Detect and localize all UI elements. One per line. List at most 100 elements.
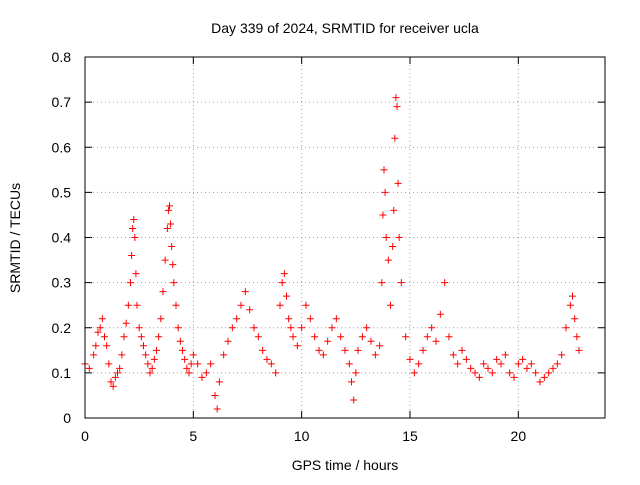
data-point	[135, 324, 143, 332]
y-tick-label: 0.6	[52, 139, 72, 155]
data-points	[81, 94, 583, 413]
data-point	[163, 224, 171, 232]
data-point	[157, 315, 165, 323]
data-point	[116, 364, 124, 372]
data-point	[345, 360, 353, 368]
data-point	[150, 355, 158, 363]
data-point	[280, 270, 288, 278]
data-point	[562, 324, 570, 332]
data-point	[436, 310, 444, 318]
data-point	[397, 279, 405, 287]
data-point	[315, 346, 323, 354]
data-point	[419, 346, 427, 354]
data-point	[259, 346, 267, 354]
data-point	[324, 337, 332, 345]
data-point	[549, 364, 557, 372]
data-point	[169, 261, 177, 269]
y-tick-label: 0.5	[52, 184, 72, 200]
data-point	[96, 324, 104, 332]
data-point	[306, 315, 314, 323]
data-point	[130, 215, 138, 223]
data-point	[241, 288, 249, 296]
data-point	[395, 234, 403, 241]
y-tick-label: 0.1	[52, 365, 72, 381]
data-point	[575, 346, 583, 354]
data-point	[140, 342, 147, 350]
data-point	[367, 337, 375, 345]
data-point	[389, 243, 397, 251]
data-point	[181, 355, 189, 363]
data-point	[393, 103, 401, 111]
data-point	[164, 206, 172, 214]
data-point	[376, 342, 384, 350]
y-tick-label: 0	[63, 410, 71, 426]
data-point	[382, 234, 390, 241]
data-point	[519, 355, 527, 363]
data-point	[122, 319, 130, 327]
data-point	[166, 202, 173, 210]
data-point	[467, 364, 475, 372]
chart-title: Day 339 of 2024, SRMTID for receiver ucl…	[211, 20, 479, 36]
data-point	[183, 364, 191, 372]
data-point	[406, 355, 414, 363]
data-point	[432, 337, 440, 345]
data-point	[224, 337, 232, 345]
data-point	[449, 351, 457, 359]
data-point	[272, 369, 280, 377]
data-point	[107, 378, 115, 386]
data-point	[475, 373, 483, 381]
data-point	[379, 211, 387, 219]
axis-ticks: 0 0.1 0.2 0.3 0.4 0.5 0.6 0.7 0.8 0 5 10 15 20	[52, 49, 605, 444]
data-point	[540, 373, 548, 381]
data-point	[131, 234, 139, 241]
data-point	[194, 360, 202, 368]
data-point	[371, 351, 379, 359]
data-point	[458, 346, 466, 354]
data-point	[114, 369, 121, 377]
data-point	[246, 306, 254, 314]
data-point	[571, 315, 579, 323]
data-point	[283, 292, 290, 300]
data-point	[159, 288, 167, 296]
data-point	[228, 324, 236, 332]
data-point	[332, 315, 340, 323]
data-point	[179, 346, 186, 354]
data-point	[176, 337, 184, 345]
data-point	[120, 333, 128, 341]
data-point	[161, 256, 169, 264]
data-point	[423, 333, 431, 341]
data-point	[445, 333, 453, 341]
data-point	[358, 333, 366, 341]
data-point	[350, 396, 358, 404]
data-point	[391, 134, 399, 142]
data-point	[105, 360, 113, 368]
data-point	[553, 360, 561, 368]
data-point	[187, 360, 195, 368]
data-point	[545, 369, 553, 377]
data-point	[168, 243, 176, 251]
data-point	[380, 166, 388, 174]
data-point	[92, 342, 100, 350]
data-point	[484, 364, 492, 372]
data-point	[348, 378, 355, 386]
x-axis-label: GPS time / hours	[292, 457, 399, 473]
y-axis-label: SRMTID / TECUs	[7, 183, 23, 293]
data-point	[137, 333, 145, 341]
data-point	[144, 360, 152, 368]
data-point	[298, 324, 306, 332]
data-point	[514, 360, 522, 368]
data-point	[337, 333, 345, 341]
y-tick-label: 0.2	[52, 320, 72, 336]
data-point	[142, 351, 150, 359]
data-point	[185, 369, 193, 377]
data-point	[109, 382, 117, 390]
data-point	[352, 369, 360, 377]
data-point	[536, 378, 544, 386]
data-point	[132, 270, 140, 278]
data-point	[527, 360, 535, 368]
data-point	[573, 333, 581, 341]
data-point	[198, 373, 206, 381]
data-point	[211, 391, 219, 399]
data-point	[103, 342, 111, 350]
